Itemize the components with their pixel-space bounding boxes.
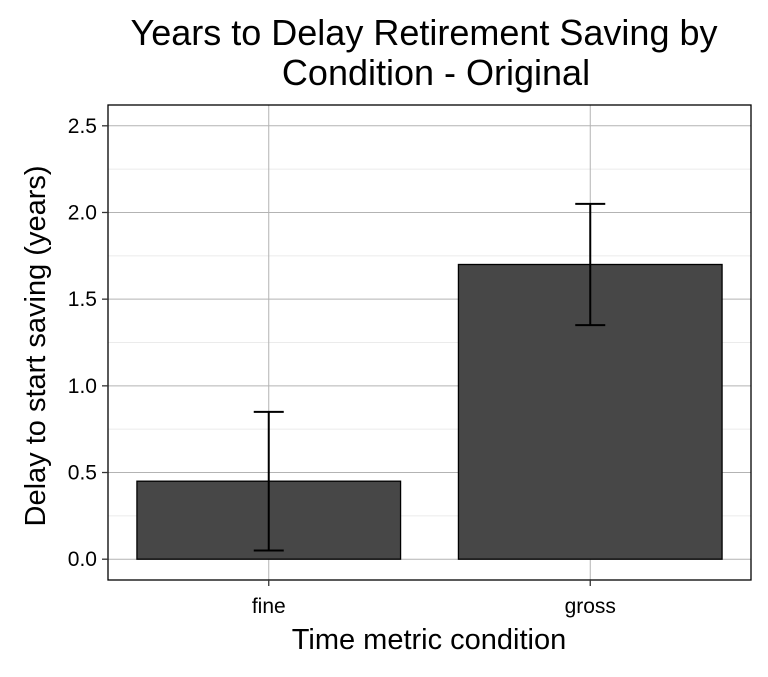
y-axis: 0.0 0.5 1.0 1.5 2.0 2.5	[68, 115, 108, 571]
plot-panel-border	[107, 104, 752, 581]
y-tick-label: 2.0	[68, 201, 97, 224]
y-tick-label: 0.0	[68, 548, 97, 571]
chart-title-line-1: Years to Delay Retirement Saving by	[131, 12, 718, 53]
chart-title: Years to Delay Retirement Saving by Cond…	[131, 12, 718, 93]
grid	[108, 105, 751, 580]
y-axis-label: Delay to start saving (years)	[20, 165, 52, 526]
y-tick-label: 1.5	[68, 288, 97, 311]
x-tick-label-fine: fine	[252, 595, 286, 618]
y-tick-label: 2.5	[68, 115, 97, 138]
y-tick-label: 1.0	[68, 375, 97, 398]
chart-title-line-2: Condition - Original	[282, 52, 590, 93]
error-bar-fine	[253, 410, 284, 552]
error-bars	[253, 202, 606, 552]
x-axis-label: Time metric condition	[292, 624, 567, 656]
y-tick-label: 0.5	[68, 462, 97, 485]
x-tick-label-gross: gross	[565, 595, 616, 618]
error-bar-gross	[575, 202, 606, 327]
x-axis: fine gross	[252, 580, 616, 618]
